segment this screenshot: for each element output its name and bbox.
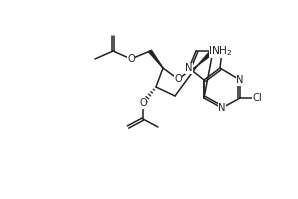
Text: N: N	[185, 63, 193, 73]
Polygon shape	[148, 50, 163, 68]
Text: O: O	[127, 54, 135, 64]
Polygon shape	[197, 49, 215, 66]
Text: NH$_2$: NH$_2$	[211, 44, 233, 58]
Text: O: O	[139, 98, 147, 108]
Text: N: N	[236, 75, 244, 85]
Text: O: O	[174, 74, 182, 84]
Text: N: N	[218, 103, 226, 113]
Text: Cl: Cl	[252, 93, 262, 103]
Text: N: N	[209, 46, 217, 56]
